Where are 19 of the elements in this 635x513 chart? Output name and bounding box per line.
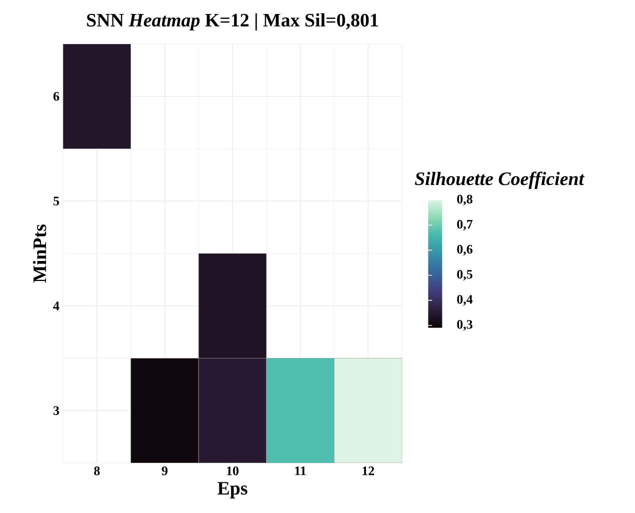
x-tick-label: 11	[295, 466, 306, 476]
color-bar-label: 0,3	[457, 320, 472, 331]
color-bar-label: 0,6	[457, 244, 472, 256]
color-bar-label: 0,4	[457, 294, 473, 306]
x-tick-label: 9	[162, 466, 168, 476]
color-bar-label: 0,8	[457, 194, 472, 206]
x-tick-label: 8	[94, 466, 100, 476]
y-axis-title: MinPts	[32, 224, 46, 283]
x-tick-label: 12	[362, 466, 374, 476]
color-bar-label: 0,5	[457, 270, 472, 281]
y-tick-label: 4	[53, 302, 60, 310]
y-tick-label: 6	[53, 92, 60, 101]
chart-title: SNN Heatmap K=12 | Max Sil=0,801	[87, 13, 378, 30]
x-axis-title: Eps	[218, 482, 248, 499]
color-bar-label: 0,7	[457, 220, 472, 230]
y-tick-label: 3	[53, 406, 60, 415]
x-tick-label: 10	[227, 466, 238, 476]
color-bar-title: Silhouette Coefficient	[414, 172, 585, 190]
y-tick-label: 5	[54, 196, 60, 206]
